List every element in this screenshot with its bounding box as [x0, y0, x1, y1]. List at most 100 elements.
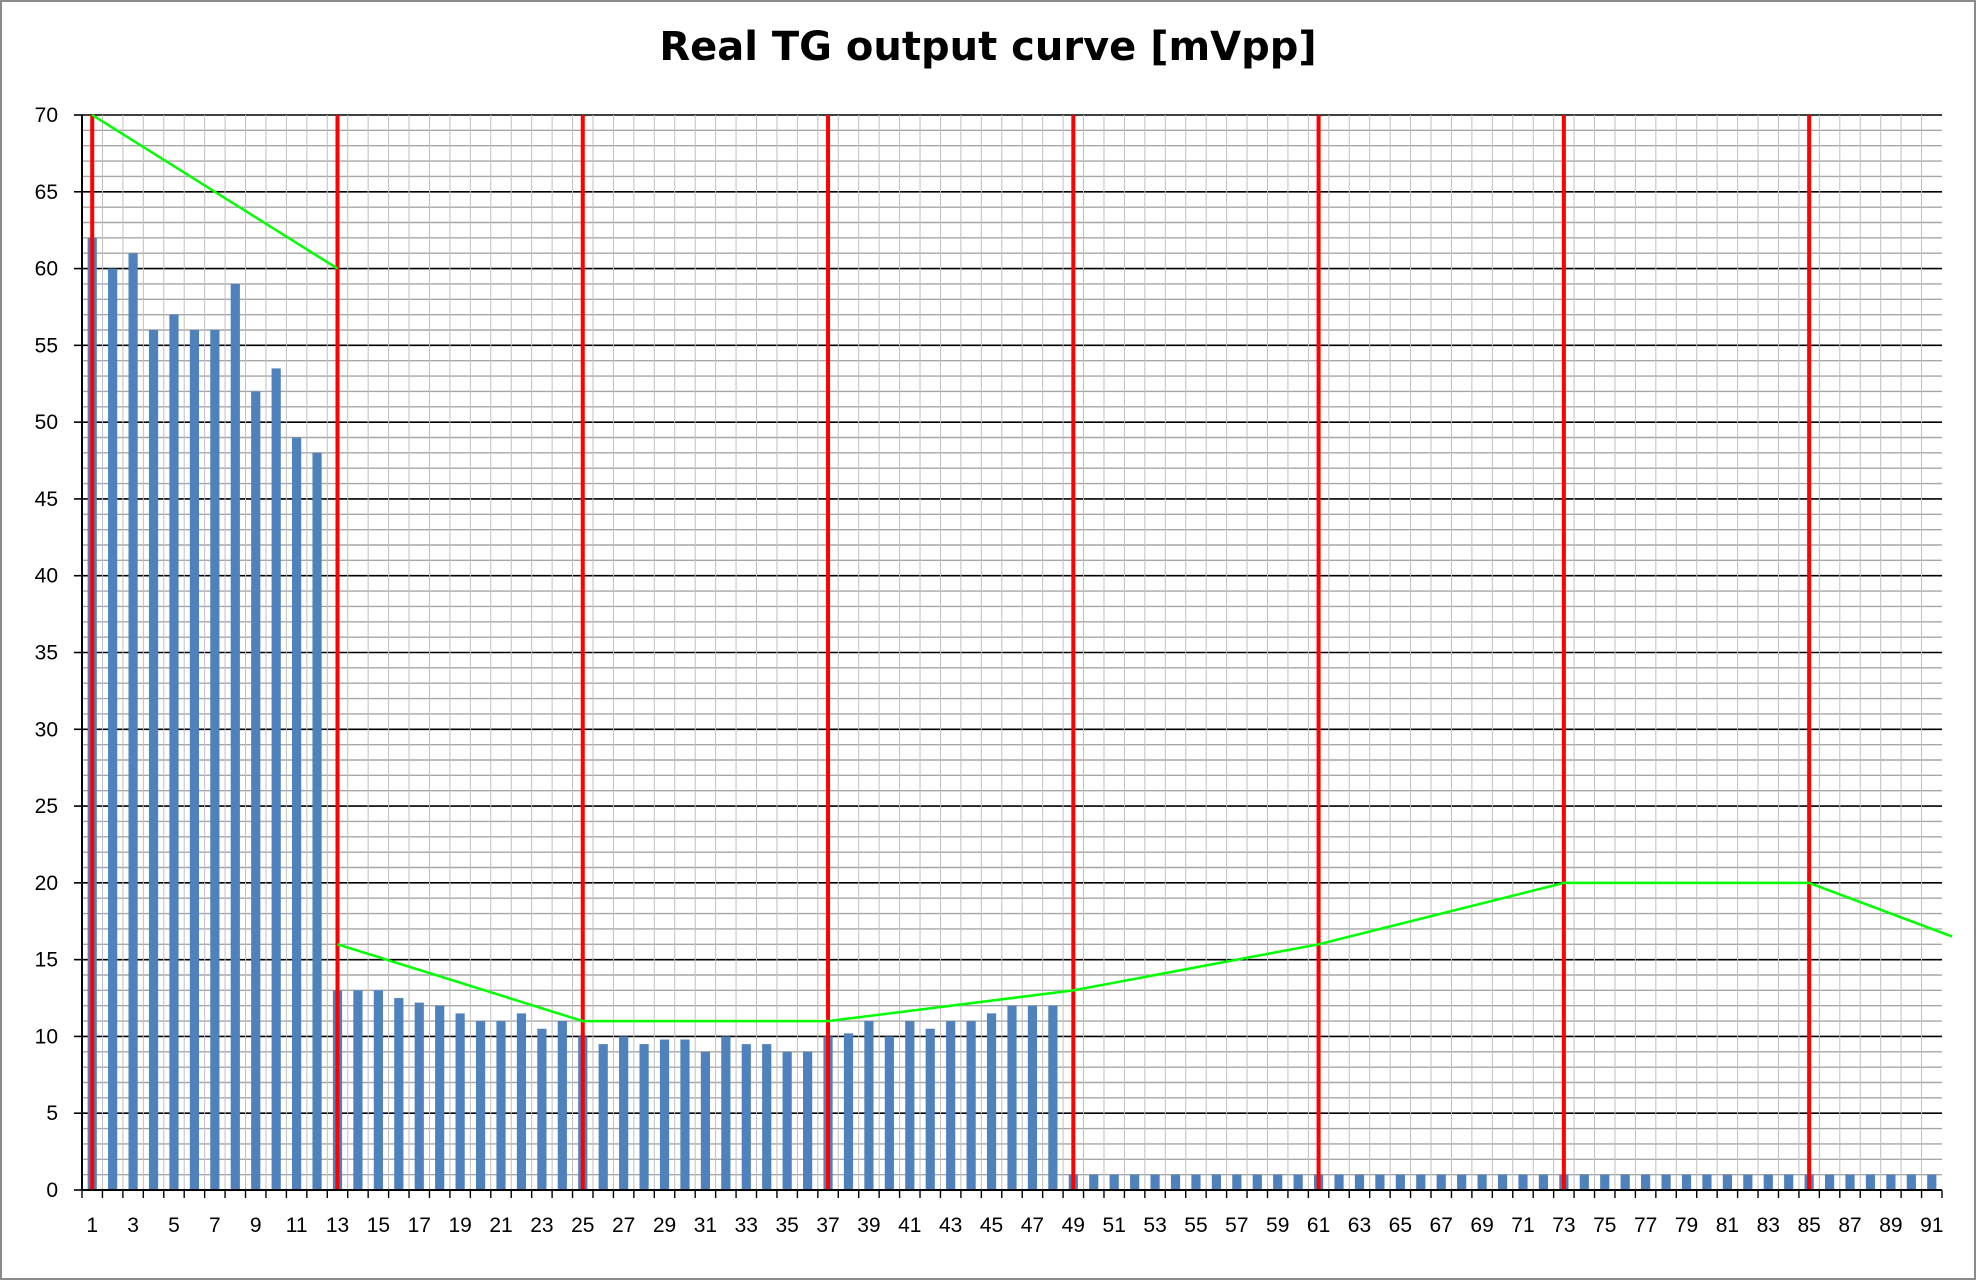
y-tick-label: 5 — [46, 1102, 58, 1125]
bar — [659, 1039, 670, 1190]
x-tick-label: 43 — [939, 1214, 962, 1237]
x-tick-label: 19 — [448, 1214, 471, 1237]
bar — [946, 1021, 956, 1190]
y-tick-label: 25 — [35, 795, 58, 818]
y-tick-label: 10 — [35, 1025, 58, 1048]
x-tick-labels: 1 3 5 7 9 11 13 15 17 19 21 23 25 27 29 31 33 35 37 39 41 43 4… — [86, 1214, 1943, 1237]
green-line-segment — [91, 113, 339, 270]
bar — [619, 1036, 629, 1190]
bar — [1130, 1174, 1140, 1190]
bar — [598, 1044, 608, 1190]
y-tick-label: 55 — [35, 334, 58, 357]
bar — [1436, 1174, 1446, 1190]
green-line-segment — [337, 881, 1953, 1023]
x-tick-label: 41 — [898, 1214, 921, 1237]
y-tick-label: 40 — [35, 565, 58, 588]
bar — [435, 1005, 445, 1190]
bar — [905, 1021, 915, 1190]
bar — [1170, 1174, 1181, 1190]
bar — [803, 1051, 813, 1190]
y-tick-label: 30 — [35, 718, 58, 741]
x-tick-label: 75 — [1593, 1214, 1616, 1237]
bar — [1273, 1174, 1283, 1190]
bar — [680, 1039, 690, 1190]
x-tick-label: 17 — [408, 1214, 431, 1237]
x-tick-label: 37 — [816, 1214, 839, 1237]
bar — [312, 452, 322, 1190]
bar — [721, 1036, 731, 1190]
x-tick-label: 13 — [326, 1214, 349, 1237]
bar — [230, 283, 240, 1190]
bar — [1702, 1174, 1712, 1190]
y-tick-label: 35 — [35, 642, 58, 665]
bar — [986, 1013, 997, 1190]
x-tick-label: 27 — [612, 1214, 635, 1237]
bar — [1538, 1174, 1549, 1190]
x-tick-label: 81 — [1716, 1214, 1739, 1237]
bar — [1150, 1174, 1160, 1190]
x-tick-label: 85 — [1797, 1214, 1820, 1237]
x-tick-label: 3 — [127, 1214, 139, 1237]
bar — [1375, 1174, 1385, 1190]
bar — [1906, 1174, 1916, 1190]
y-tick-label: 45 — [35, 488, 58, 511]
bar — [925, 1028, 935, 1190]
x-tick-label: 53 — [1143, 1214, 1166, 1237]
y-tick-labels: 0 5 10 15 20 25 30 35 40 45 50 55 60 65 70 — [35, 104, 58, 1202]
x-tick-label: 65 — [1389, 1214, 1412, 1237]
x-tick-label: 51 — [1103, 1214, 1126, 1237]
bar — [475, 1021, 486, 1190]
bar — [210, 330, 220, 1190]
x-tick-label: 79 — [1675, 1214, 1698, 1237]
axes — [74, 114, 1943, 1198]
green-line-series — [91, 113, 1953, 1023]
x-tick-label: 21 — [489, 1214, 512, 1237]
bar — [1722, 1174, 1732, 1190]
x-tick-label: 91 — [1920, 1214, 1943, 1237]
bar — [1252, 1174, 1262, 1190]
x-tick-label: 23 — [530, 1214, 553, 1237]
x-tick-label: 89 — [1879, 1214, 1902, 1237]
bar — [557, 1021, 567, 1190]
bar — [1784, 1174, 1794, 1190]
x-tick-label: 25 — [571, 1214, 594, 1237]
bar — [292, 437, 302, 1190]
bar — [1824, 1174, 1835, 1190]
bar — [843, 1033, 854, 1190]
bar — [271, 368, 281, 1191]
x-tick-label: 83 — [1757, 1214, 1780, 1237]
x-tick-label: 1 — [86, 1214, 98, 1237]
x-tick-label: 15 — [367, 1214, 390, 1237]
bar — [741, 1044, 751, 1190]
bar — [864, 1021, 874, 1190]
bar — [496, 1021, 506, 1190]
y-tick-label: 0 — [46, 1179, 58, 1202]
bar — [1457, 1174, 1467, 1190]
y-tick-label: 60 — [35, 258, 58, 281]
x-tick-label: 9 — [250, 1214, 262, 1237]
x-tick-label: 57 — [1225, 1214, 1248, 1237]
x-tick-label: 31 — [694, 1214, 717, 1237]
bar — [1354, 1174, 1365, 1190]
x-tick-label: 35 — [775, 1214, 798, 1237]
chart-title: Real TG output curve [mVpp] — [659, 24, 1317, 70]
bar — [1845, 1174, 1855, 1190]
y-tick-label: 15 — [35, 949, 58, 972]
bar — [1518, 1174, 1528, 1190]
bar — [1334, 1174, 1344, 1190]
bar — [108, 268, 118, 1191]
bar — [1763, 1174, 1773, 1190]
x-tick-label: 63 — [1348, 1214, 1371, 1237]
x-tick-label: 33 — [735, 1214, 758, 1237]
bar — [782, 1051, 792, 1190]
bar — [148, 330, 159, 1190]
x-tick-label: 71 — [1511, 1214, 1534, 1237]
bar — [1681, 1174, 1692, 1190]
x-tick-label: 67 — [1430, 1214, 1453, 1237]
bar — [1232, 1174, 1242, 1190]
bar — [639, 1044, 649, 1190]
bar — [455, 1013, 465, 1190]
bar — [700, 1051, 711, 1190]
bar — [1865, 1174, 1876, 1190]
bar — [414, 1002, 424, 1190]
